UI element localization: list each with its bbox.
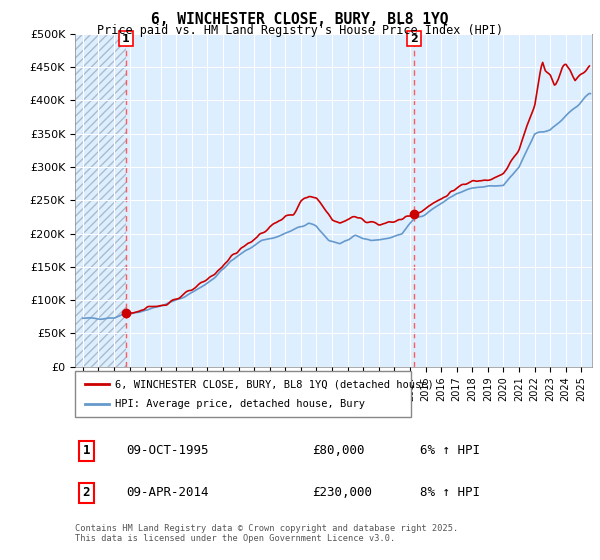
Text: Contains HM Land Registry data © Crown copyright and database right 2025.
This d: Contains HM Land Registry data © Crown c… (75, 524, 458, 543)
Text: 8% ↑ HPI: 8% ↑ HPI (420, 486, 480, 500)
Text: 2: 2 (410, 34, 418, 44)
Text: 2: 2 (83, 486, 90, 500)
Text: 1: 1 (83, 444, 90, 458)
Text: 1: 1 (122, 34, 130, 44)
Text: 6, WINCHESTER CLOSE, BURY, BL8 1YQ: 6, WINCHESTER CLOSE, BURY, BL8 1YQ (151, 12, 449, 27)
Text: 6, WINCHESTER CLOSE, BURY, BL8 1YQ (detached house): 6, WINCHESTER CLOSE, BURY, BL8 1YQ (deta… (115, 379, 434, 389)
Text: 09-OCT-1995: 09-OCT-1995 (126, 444, 209, 458)
Text: Price paid vs. HM Land Registry's House Price Index (HPI): Price paid vs. HM Land Registry's House … (97, 24, 503, 36)
Text: £80,000: £80,000 (312, 444, 365, 458)
Text: HPI: Average price, detached house, Bury: HPI: Average price, detached house, Bury (115, 399, 365, 409)
Text: 09-APR-2014: 09-APR-2014 (126, 486, 209, 500)
Text: 6% ↑ HPI: 6% ↑ HPI (420, 444, 480, 458)
Text: £230,000: £230,000 (312, 486, 372, 500)
Bar (75, 34, 126, 367)
